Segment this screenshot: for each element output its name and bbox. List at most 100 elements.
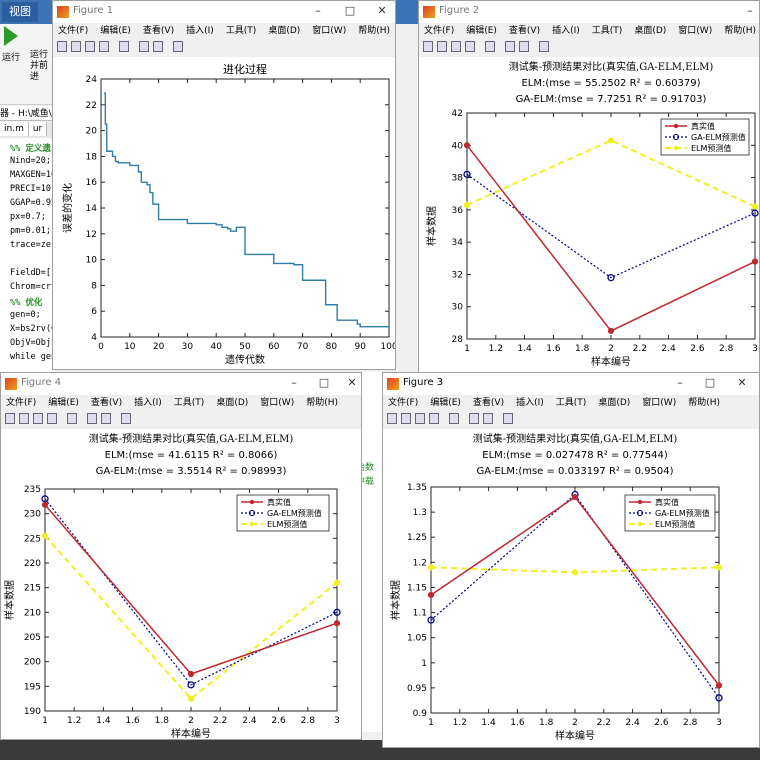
close-icon[interactable]: ✕	[347, 376, 357, 389]
legend-icon[interactable]	[483, 413, 493, 424]
menu-item[interactable]: 窗口(W)	[260, 398, 295, 408]
run-button-label[interactable]: 运行	[2, 53, 21, 63]
colorbar-icon[interactable]	[87, 413, 97, 424]
open-folder-icon[interactable]	[71, 41, 81, 52]
tab-view[interactable]: 视图	[2, 2, 38, 22]
zoom-icon[interactable]	[119, 41, 129, 52]
dock-icon[interactable]	[503, 413, 513, 424]
zoom-icon[interactable]	[67, 413, 77, 424]
menu-item[interactable]: 桌面(D)	[634, 26, 667, 36]
figure-toolbar	[383, 411, 759, 427]
colorbar-icon[interactable]	[139, 41, 149, 52]
editor-tab[interactable]: ur	[28, 122, 48, 136]
menu-item[interactable]: 查看(V)	[90, 398, 123, 408]
colorbar-icon[interactable]	[505, 41, 515, 52]
menu-item[interactable]: 编辑(E)	[100, 26, 131, 36]
menu-item[interactable]: 窗口(W)	[678, 26, 713, 36]
menu-item[interactable]: 桌面(D)	[598, 398, 631, 408]
menu-item[interactable]: 编辑(E)	[48, 398, 79, 408]
minimize-icon[interactable]: –	[677, 376, 683, 389]
zoom-icon[interactable]	[485, 41, 495, 52]
print-icon[interactable]	[429, 413, 439, 424]
menu-item[interactable]: 帮助(H)	[724, 26, 756, 36]
maximize-icon[interactable]: □	[704, 376, 716, 389]
x-tick-label: 2	[608, 344, 614, 354]
x-tick-label: 1.6	[546, 344, 561, 354]
save-icon[interactable]	[85, 41, 95, 52]
code-line: PRECI=10;	[10, 184, 57, 194]
print-icon[interactable]	[99, 41, 109, 52]
open-folder-icon[interactable]	[437, 41, 447, 52]
close-icon[interactable]: ✕	[737, 376, 747, 389]
figure-toolbar	[53, 39, 395, 55]
dock-icon[interactable]	[121, 413, 131, 424]
minimize-icon[interactable]: –	[747, 4, 753, 17]
close-icon[interactable]: ✕	[377, 4, 387, 17]
menu-item[interactable]: 工具(T)	[555, 398, 587, 408]
y-axis-label: 样本数据	[3, 580, 16, 620]
dock-icon[interactable]	[173, 41, 183, 52]
save-icon[interactable]	[415, 413, 425, 424]
open-folder-icon[interactable]	[401, 413, 411, 424]
data-point-marker	[427, 591, 435, 599]
new-file-icon[interactable]	[387, 413, 397, 424]
run-advance-button-label[interactable]: 运行并前进	[30, 50, 49, 82]
legend-icon[interactable]	[101, 413, 111, 424]
dock-icon[interactable]	[539, 41, 549, 52]
print-icon[interactable]	[465, 41, 475, 52]
menu-item[interactable]: 工具(T)	[591, 26, 623, 36]
menu-item[interactable]: 帮助(H)	[688, 398, 720, 408]
legend-icon[interactable]	[153, 41, 163, 52]
menu-item[interactable]: 帮助(H)	[358, 26, 390, 36]
menu-item[interactable]: 查看(V)	[508, 26, 541, 36]
menu-item[interactable]: 工具(T)	[173, 398, 205, 408]
menu-item[interactable]: 文件(F)	[6, 398, 37, 408]
x-tick-label: 1.6	[125, 716, 140, 726]
menu-item[interactable]: 帮助(H)	[306, 398, 338, 408]
menu-item[interactable]: 查看(V)	[142, 26, 175, 36]
new-file-icon[interactable]	[423, 41, 433, 52]
menu-item[interactable]: 插入(I)	[134, 398, 162, 408]
maximize-icon[interactable]: □	[344, 4, 356, 17]
plot-canvas: 测试集-预测结果对比(真实值,GA-ELM,ELM) ELM:(mse = 0.0…	[383, 429, 759, 747]
legend-icon[interactable]	[519, 41, 529, 52]
menu-item[interactable]: 编辑(E)	[466, 26, 497, 36]
menu-item[interactable]: 文件(F)	[388, 398, 419, 408]
print-icon[interactable]	[47, 413, 57, 424]
colorbar-icon[interactable]	[469, 413, 479, 424]
menu-item[interactable]: 插入(I)	[186, 26, 214, 36]
new-file-icon[interactable]	[57, 41, 67, 52]
menu-item[interactable]: 编辑(E)	[430, 398, 461, 408]
y-tick-label: 1.3	[413, 508, 427, 518]
y-tick-label: 24	[86, 75, 98, 85]
window-title: Figure 3	[403, 377, 444, 388]
x-tick-label: 1.2	[453, 718, 467, 728]
run-icon[interactable]	[4, 26, 18, 46]
save-icon[interactable]	[451, 41, 461, 52]
minimize-icon[interactable]: –	[291, 376, 297, 389]
open-folder-icon[interactable]	[19, 413, 29, 424]
menu-item[interactable]: 窗口(W)	[642, 398, 677, 408]
zoom-icon[interactable]	[449, 413, 459, 424]
legend-marker	[249, 521, 255, 527]
y-tick-label: 16	[86, 178, 98, 188]
menu-item[interactable]: 插入(I)	[552, 26, 580, 36]
data-point-marker	[41, 532, 49, 539]
menu-item[interactable]: 文件(F)	[424, 26, 455, 36]
menu-item[interactable]: 文件(F)	[58, 26, 89, 36]
menu-item[interactable]: 工具(T)	[225, 26, 257, 36]
editor-tab[interactable]: in.m	[0, 122, 29, 136]
menu-item[interactable]: 插入(I)	[516, 398, 544, 408]
menu-item[interactable]: 桌面(D)	[268, 26, 301, 36]
new-file-icon[interactable]	[5, 413, 15, 424]
legend-marker	[672, 133, 680, 141]
x-tick-label: 1	[42, 716, 48, 726]
save-icon[interactable]	[33, 413, 43, 424]
maximize-icon[interactable]: □	[318, 376, 330, 389]
menu-item[interactable]: 窗口(W)	[312, 26, 347, 36]
code-editor[interactable]: %% 定义遗 Nind=20; MAXGEN=10 PRECI=10; GGAP=0.9…	[0, 138, 56, 372]
minimize-icon[interactable]: –	[315, 4, 321, 17]
menu-item[interactable]: 桌面(D)	[216, 398, 249, 408]
y-tick-label: 210	[24, 608, 41, 618]
menu-item[interactable]: 查看(V)	[472, 398, 505, 408]
